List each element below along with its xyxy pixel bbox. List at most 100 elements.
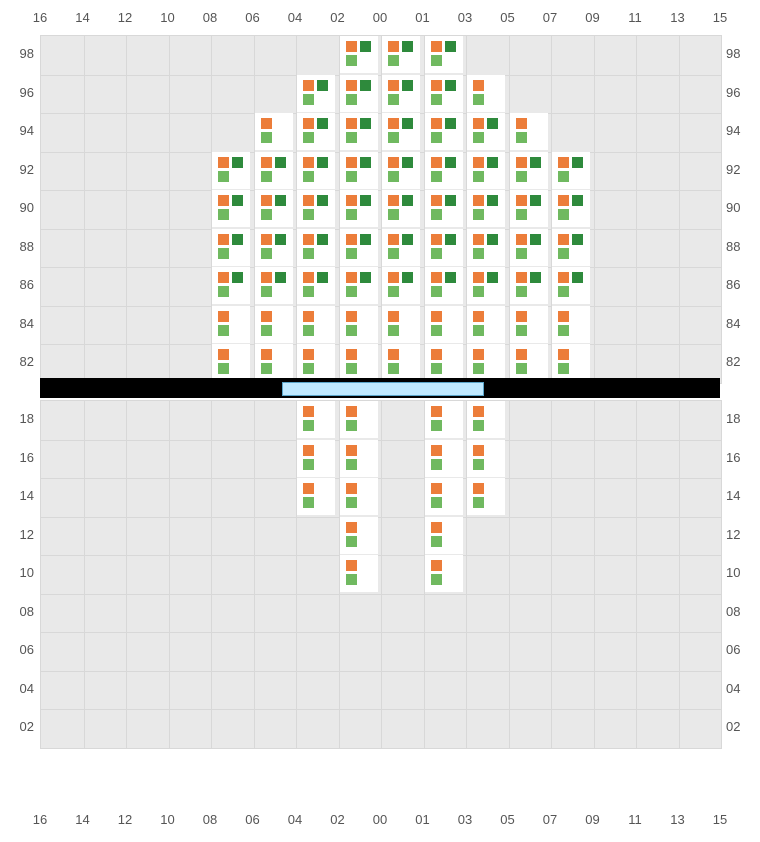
seat-marker [346, 363, 357, 374]
seat-marker [303, 406, 314, 417]
seat-cell[interactable] [340, 152, 378, 189]
seat-cell[interactable] [552, 229, 590, 266]
seat-cell[interactable] [510, 267, 548, 304]
seat-cell[interactable] [425, 440, 463, 477]
seat-cell[interactable] [425, 190, 463, 227]
seat-cell[interactable] [340, 478, 378, 515]
seat-marker [487, 195, 498, 206]
seat-cell[interactable] [552, 267, 590, 304]
seat-cell[interactable] [425, 229, 463, 266]
seat-cell[interactable] [425, 401, 463, 438]
seat-cell[interactable] [255, 267, 293, 304]
seat-marker [473, 80, 484, 91]
seat-cell[interactable] [467, 267, 505, 304]
seat-cell[interactable] [425, 152, 463, 189]
seat-marker [431, 560, 442, 571]
seat-cell[interactable] [297, 478, 335, 515]
seat-cell[interactable] [255, 152, 293, 189]
seat-cell[interactable] [212, 229, 250, 266]
seat-cell[interactable] [340, 555, 378, 592]
seat-cell[interactable] [425, 113, 463, 150]
seat-cell[interactable] [382, 306, 420, 343]
seat-cell[interactable] [297, 113, 335, 150]
seat-cell[interactable] [467, 152, 505, 189]
seat-cell[interactable] [297, 306, 335, 343]
seat-cell[interactable] [212, 152, 250, 189]
seat-cell[interactable] [340, 190, 378, 227]
seat-cell[interactable] [425, 478, 463, 515]
seat-cell[interactable] [425, 344, 463, 381]
row-label-right: 12 [726, 527, 752, 542]
seat-cell[interactable] [425, 517, 463, 554]
seat-cell[interactable] [552, 190, 590, 227]
seat-cell[interactable] [467, 440, 505, 477]
seat-cell[interactable] [382, 75, 420, 112]
seat-cell[interactable] [382, 344, 420, 381]
seat-cell[interactable] [255, 344, 293, 381]
seat-cell[interactable] [340, 517, 378, 554]
seat-cell[interactable] [255, 190, 293, 227]
seat-marker [346, 497, 357, 508]
seat-cell[interactable] [467, 306, 505, 343]
seat-cell[interactable] [552, 344, 590, 381]
seat-cell[interactable] [340, 113, 378, 150]
seat-cell[interactable] [255, 229, 293, 266]
seat-cell[interactable] [212, 267, 250, 304]
row-label-left: 18 [8, 411, 34, 426]
seat-cell[interactable] [467, 344, 505, 381]
seat-cell[interactable] [510, 344, 548, 381]
gridline-v [126, 401, 127, 748]
seat-cell[interactable] [297, 267, 335, 304]
seat-cell[interactable] [340, 306, 378, 343]
seat-cell[interactable] [382, 267, 420, 304]
seat-cell[interactable] [382, 36, 420, 73]
seat-cell[interactable] [552, 152, 590, 189]
seat-cell[interactable] [297, 440, 335, 477]
seat-cell[interactable] [340, 75, 378, 112]
seat-cell[interactable] [382, 113, 420, 150]
seat-cell[interactable] [212, 306, 250, 343]
seat-marker [431, 363, 442, 374]
seat-cell[interactable] [510, 152, 548, 189]
seat-marker [558, 209, 569, 220]
seat-cell[interactable] [340, 267, 378, 304]
seat-cell[interactable] [297, 75, 335, 112]
seat-marker [388, 286, 399, 297]
seat-cell[interactable] [467, 190, 505, 227]
seat-cell[interactable] [425, 306, 463, 343]
seat-cell[interactable] [340, 229, 378, 266]
seat-cell[interactable] [255, 306, 293, 343]
seat-cell[interactable] [382, 229, 420, 266]
seat-cell[interactable] [510, 113, 548, 150]
seat-cell[interactable] [297, 152, 335, 189]
seat-cell[interactable] [510, 190, 548, 227]
seat-cell[interactable] [340, 401, 378, 438]
seat-cell[interactable] [340, 344, 378, 381]
seat-cell[interactable] [467, 478, 505, 515]
row-label-right: 02 [726, 719, 752, 734]
seat-cell[interactable] [212, 190, 250, 227]
seat-cell[interactable] [297, 190, 335, 227]
seat-cell[interactable] [340, 440, 378, 477]
seat-cell[interactable] [255, 113, 293, 150]
seat-cell[interactable] [510, 229, 548, 266]
seat-cell[interactable] [212, 344, 250, 381]
seat-cell[interactable] [510, 306, 548, 343]
seat-cell[interactable] [425, 555, 463, 592]
col-label: 06 [233, 812, 273, 827]
seat-cell[interactable] [467, 113, 505, 150]
seat-cell[interactable] [382, 190, 420, 227]
row-label-left: 90 [8, 200, 34, 215]
seat-cell[interactable] [467, 75, 505, 112]
seat-cell[interactable] [297, 229, 335, 266]
seat-cell[interactable] [467, 401, 505, 438]
seat-cell[interactable] [297, 344, 335, 381]
seat-cell[interactable] [425, 267, 463, 304]
seat-cell[interactable] [382, 152, 420, 189]
seat-cell[interactable] [340, 36, 378, 73]
seat-cell[interactable] [297, 401, 335, 438]
seat-cell[interactable] [425, 36, 463, 73]
seat-cell[interactable] [467, 229, 505, 266]
seat-cell[interactable] [425, 75, 463, 112]
seat-cell[interactable] [552, 306, 590, 343]
